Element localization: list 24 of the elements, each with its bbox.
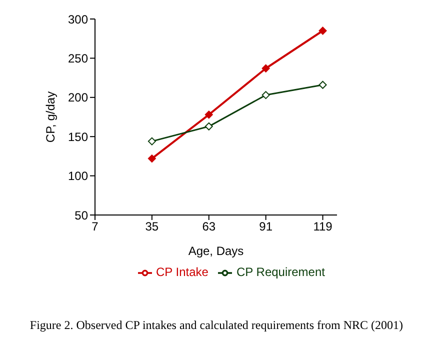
point	[148, 137, 156, 146]
point	[148, 154, 156, 163]
y-tick-label: 250	[68, 51, 88, 66]
y-axis-title: CP, g/day	[43, 91, 58, 143]
y-tick-label: 150	[68, 130, 88, 144]
legend-label: CP Requirement	[236, 265, 325, 279]
point	[204, 122, 213, 130]
y-tick-label: 100	[68, 169, 88, 184]
point	[262, 91, 270, 100]
x-axis-title: Age, Days	[188, 244, 244, 258]
point	[262, 64, 270, 72]
point	[204, 110, 213, 119]
y-tick-label: 50	[74, 208, 88, 222]
x-tick-label: 119	[313, 220, 333, 234]
x-tick-label: 91	[259, 220, 273, 234]
point	[318, 26, 327, 35]
x-tick-label: 35	[145, 220, 159, 234]
caption: Figure 2. Observed CP intakes and calculated requirements from NRC (2001)	[28, 318, 404, 333]
x-tick-label: 7	[92, 220, 99, 234]
y-tick-label: 200	[68, 90, 88, 105]
y-tick-label: 300	[68, 12, 88, 26]
legend-label: CP Intake	[156, 265, 208, 279]
point	[318, 80, 327, 89]
x-tick-label: 63	[202, 220, 216, 234]
